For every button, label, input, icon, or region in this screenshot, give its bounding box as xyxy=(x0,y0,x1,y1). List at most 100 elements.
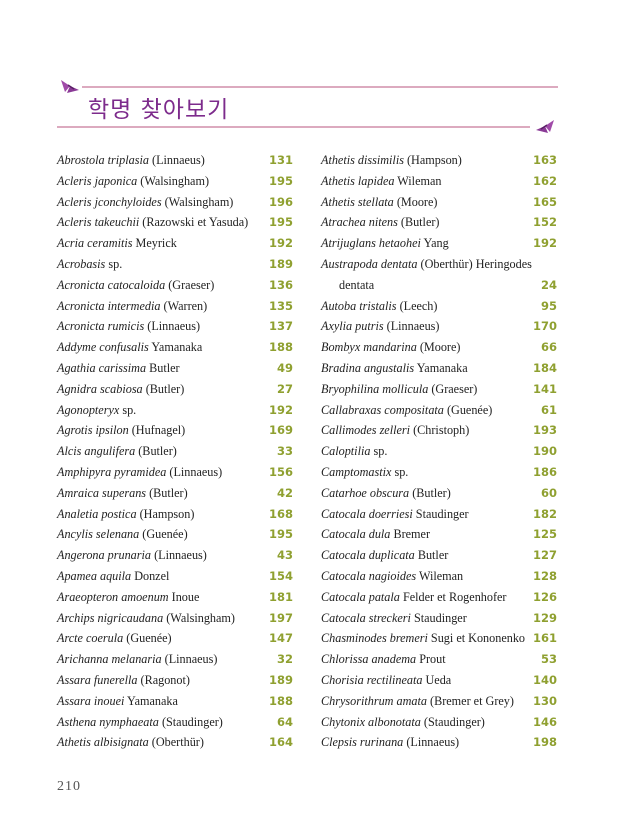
scientific-name: Chlorissa anadema xyxy=(321,652,417,667)
author: Ueda xyxy=(425,672,452,687)
entry-name: Analetia postica (Hampson) xyxy=(57,504,194,525)
index-entry: Archips nigricaudana (Walsingham) 197 xyxy=(57,608,293,629)
author: Inoue xyxy=(171,589,200,604)
page-ref: 189 xyxy=(268,672,293,687)
author: sp. xyxy=(108,256,123,271)
page-ref: 186 xyxy=(532,464,557,479)
page-ref: 168 xyxy=(268,506,293,521)
page-ref: 170 xyxy=(532,319,557,334)
author: (Ragonot) xyxy=(140,672,190,687)
entry-name: Bryophilina mollicula (Graeser) xyxy=(321,379,477,400)
index-entry: Addyme confusalis Yamanaka 188 xyxy=(57,337,293,358)
index-entry: Catocala patala Felder et Rogenhofer 126 xyxy=(321,587,557,608)
page-ref: 161 xyxy=(532,631,557,646)
scientific-name: Analetia postica xyxy=(57,506,137,521)
scientific-name: Austrapoda dentata xyxy=(321,256,418,271)
entry-name: Agrotis ipsilon (Hufnagel) xyxy=(57,420,185,441)
author: (Moore) xyxy=(419,340,461,355)
author: (Linnaeus) xyxy=(164,652,218,667)
author: Yang xyxy=(423,236,449,251)
page-ref: 129 xyxy=(532,610,557,625)
entry-name: Callimodes zelleri (Christoph) xyxy=(321,420,469,441)
author: (Butler) xyxy=(412,485,451,500)
index-entry: Acronicta intermedia (Warren) 135 xyxy=(57,296,293,317)
author: Yamanaka xyxy=(126,693,178,708)
entry-name: Chasminodes bremeri Sugi et Kononenko xyxy=(321,628,525,649)
page-ref: 188 xyxy=(268,693,293,708)
author: sp. xyxy=(394,464,409,479)
scientific-name: Amraica superans xyxy=(57,485,147,500)
index-entry: Axylia putris (Linnaeus) 170 xyxy=(321,316,557,337)
index-entry: Athetis albisignata (Oberthür) 164 xyxy=(57,732,293,753)
entry-name: Austrapoda dentata (Oberthür) Heringodes xyxy=(321,254,532,275)
author: sp. xyxy=(122,402,137,417)
scientific-name: Acleris takeuchii xyxy=(57,215,140,230)
index-entry: Catocala streckeri Staudinger 129 xyxy=(321,608,557,629)
author: (Razowski et Yasuda) xyxy=(142,215,249,230)
index-entry-continuation: dentata 24 xyxy=(321,275,557,296)
entry-name: Arcte coerula (Guenée) xyxy=(57,628,172,649)
index-entry: Chorisia rectilineata Ueda 140 xyxy=(321,670,557,691)
page-number: 210 xyxy=(57,779,81,794)
index-entry: Caloptilia sp. 190 xyxy=(321,441,557,462)
page-ref: 136 xyxy=(268,277,293,292)
scientific-name: Axylia putris xyxy=(321,319,384,334)
page-ref: 140 xyxy=(532,672,557,687)
scientific-name: Catocala duplicata xyxy=(321,548,415,563)
index-entry: Athetis dissimilis (Hampson) 163 xyxy=(321,150,557,171)
page-ref: 189 xyxy=(268,256,293,271)
author: (Butler) xyxy=(145,381,185,396)
entry-name: Ancylis selenana (Guenée) xyxy=(57,524,188,545)
entry-name: Catocala nagioides Wileman xyxy=(321,566,463,587)
page-ref: 192 xyxy=(268,402,293,417)
author: (Moore) xyxy=(396,194,438,209)
page-ref: 126 xyxy=(532,589,557,604)
index-entry: Autoba tristalis (Leech) 95 xyxy=(321,296,557,317)
scientific-name: Clepsis rurinana xyxy=(321,735,404,750)
index-entry: Acronicta catocaloida (Graeser) 136 xyxy=(57,275,293,296)
scientific-name: Catarhoe obscura xyxy=(321,485,410,500)
scientific-name: Arcte coerula xyxy=(57,631,124,646)
index-entry: Athetis lapidea Wileman 162 xyxy=(321,171,557,192)
entry-name: Acleris jconchyloides (Walsingham) xyxy=(57,192,233,213)
scientific-name: Addyme confusalis xyxy=(57,340,149,355)
scientific-name: Acleris jconchyloides xyxy=(57,194,162,209)
author: Wileman xyxy=(397,173,442,188)
entry-name: Athetis dissimilis (Hampson) xyxy=(321,150,462,171)
index-entry: Assara inouei Yamanaka 188 xyxy=(57,691,293,712)
author: (Linnaeus) xyxy=(147,319,201,334)
author: Bremer xyxy=(393,527,430,542)
author: (Oberthür) xyxy=(151,735,204,750)
index-column-right: Athetis dissimilis (Hampson) 163 Athetis l… xyxy=(321,150,557,753)
entry-name: Axylia putris (Linnaeus) xyxy=(321,316,439,337)
scientific-name: Athetis stellata xyxy=(321,194,394,209)
index-entry: Bombyx mandarina (Moore) 66 xyxy=(321,337,557,358)
scientific-name: Agrotis ipsilon xyxy=(57,423,129,438)
page-ref: 196 xyxy=(268,194,293,209)
page-ref: 61 xyxy=(540,402,557,417)
index-entry: Agathia carissima Butler 49 xyxy=(57,358,293,379)
page-ref: 195 xyxy=(268,527,293,542)
scientific-name: Catocala doerriesi xyxy=(321,506,413,521)
scientific-name: Catocala streckeri xyxy=(321,610,411,625)
index-entry: Bradina angustalis Yamanaka 184 xyxy=(321,358,557,379)
index-entry: Angerona prunaria (Linnaeus) 43 xyxy=(57,545,293,566)
bottom-rule xyxy=(57,126,530,128)
author: Felder et Rogenhofer xyxy=(402,589,507,604)
scientific-name: Bombyx mandarina xyxy=(321,340,417,355)
index-entry: Apamea aquila Donzel 154 xyxy=(57,566,293,587)
entry-name: Addyme confusalis Yamanaka xyxy=(57,337,202,358)
entry-name: Agathia carissima Butler xyxy=(57,358,180,379)
index-entry: Callabraxas compositata (Guenée) 61 xyxy=(321,400,557,421)
author: (Linnaeus) xyxy=(169,464,223,479)
author: (Bremer et Grey) xyxy=(430,693,514,708)
scientific-name: Athetis dissimilis xyxy=(321,153,404,167)
scientific-name: Amphipyra pyramidea xyxy=(57,464,167,479)
page-ref: 162 xyxy=(532,173,557,188)
index-entry: Amraica superans (Butler) 42 xyxy=(57,483,293,504)
scientific-name: Arichanna melanaria xyxy=(57,652,162,667)
entry-name: Catarhoe obscura (Butler) xyxy=(321,483,451,504)
author: (Guenée) xyxy=(446,402,493,417)
page-ref: 192 xyxy=(268,236,293,251)
scientific-name: Catocala patala xyxy=(321,589,400,604)
